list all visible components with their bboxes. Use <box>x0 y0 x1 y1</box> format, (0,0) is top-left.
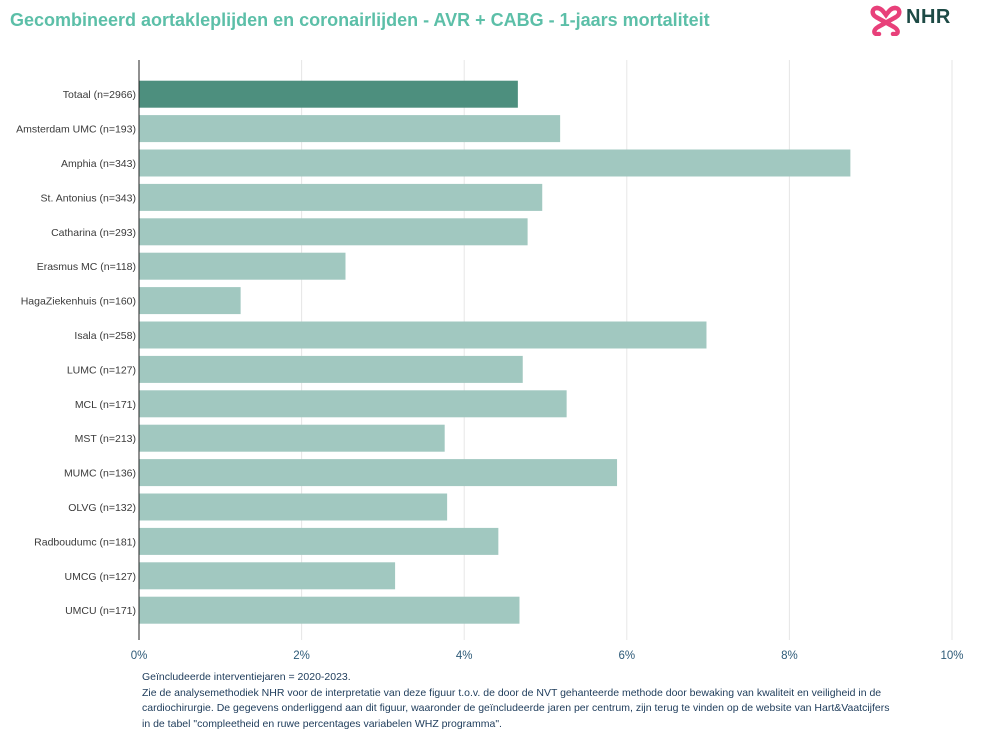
bar <box>139 596 520 624</box>
nhr-logo[interactable]: NHR <box>868 2 958 36</box>
bar <box>139 562 396 590</box>
bar <box>139 183 543 211</box>
category-label: MCL (n=171) <box>75 399 136 411</box>
category-label: MST (n=213) <box>75 433 136 445</box>
bar <box>139 80 518 108</box>
bar <box>139 218 528 246</box>
category-label: UMCG (n=127) <box>65 571 136 583</box>
nhr-logo-icon <box>870 5 902 36</box>
x-tick-label: 6% <box>618 650 635 662</box>
category-label: LUMC (n=127) <box>67 364 136 376</box>
bar <box>139 390 567 418</box>
category-label: Amphia (n=343) <box>61 158 136 170</box>
footnote-line-4: in de tabel "compleetheid en ruwe percen… <box>142 717 502 730</box>
footnote: Geïncludeerde interventiejaren = 2020-20… <box>142 670 942 732</box>
bar <box>139 459 618 487</box>
category-label: HagaZiekenhuis (n=160) <box>21 296 136 308</box>
category-label: OLVG (n=132) <box>68 502 136 514</box>
bar-chart: Totaal (n=2966) Amsterdam UMC (n=193) Amph… <box>16 60 964 662</box>
footnote-line-1: Geïncludeerde interventiejaren = 2020-20… <box>142 671 351 683</box>
x-tick-label: 0% <box>131 650 148 662</box>
bar <box>139 252 346 280</box>
category-label: Radboudumc (n=181) <box>34 536 136 548</box>
x-tick-label: 2% <box>293 650 310 662</box>
bar <box>139 287 241 315</box>
x-tick-label: 8% <box>781 650 798 662</box>
category-label: MUMC (n=136) <box>64 468 136 480</box>
x-tick-label: 4% <box>456 650 473 662</box>
category-label: Isala (n=258) <box>74 330 136 342</box>
footnote-line-3: cardiochirurgie. De gegevens onderliggen… <box>142 702 890 714</box>
x-tick-label: 10% <box>940 650 963 662</box>
bar <box>139 424 445 452</box>
category-label: Totaal (n=2966) <box>63 89 136 101</box>
category-label: Erasmus MC (n=118) <box>37 261 136 273</box>
category-label: Amsterdam UMC (n=193) <box>16 124 136 136</box>
logo-text: NHR <box>906 6 951 28</box>
bar <box>139 115 561 143</box>
bar <box>139 149 851 177</box>
bar <box>139 321 707 349</box>
bar <box>139 355 523 383</box>
category-label: UMCU (n=171) <box>65 605 136 617</box>
category-label: St. Antonius (n=343) <box>41 192 136 204</box>
category-label: Catharina (n=293) <box>51 227 136 239</box>
chart-title: Gecombineerd aortakleplijden en coronair… <box>10 10 710 30</box>
footnote-line-2: Zie de analysemethodiek NHR voor de inte… <box>142 686 882 699</box>
bar <box>139 493 448 521</box>
bar <box>139 527 499 555</box>
